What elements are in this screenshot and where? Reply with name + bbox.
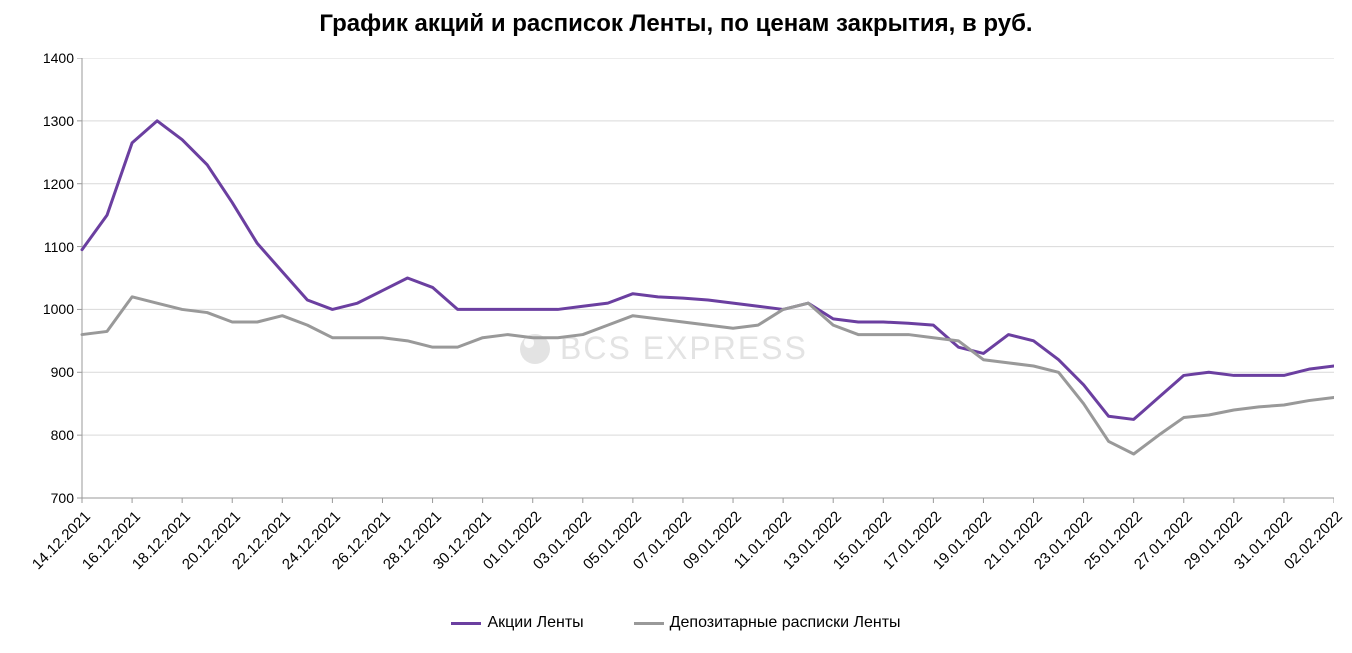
y-tick-label: 900	[51, 364, 74, 380]
chart-title: График акций и расписок Ленты, по ценам …	[0, 10, 1352, 38]
legend-item: Акции Ленты	[451, 614, 583, 632]
chart-container: График акций и расписок Ленты, по ценам …	[0, 0, 1352, 653]
y-tick-label: 1000	[43, 301, 74, 317]
plot-svg	[72, 58, 1334, 508]
legend-label: Акции Ленты	[487, 614, 583, 632]
y-tick-label: 800	[51, 427, 74, 443]
y-tick-label: 700	[51, 490, 74, 506]
legend: Акции Ленты Депозитарные расписки Ленты	[0, 614, 1352, 632]
y-tick-label: 1200	[43, 176, 74, 192]
plot-area: 7008009001000110012001300140014.12.20211…	[82, 58, 1334, 498]
y-tick-label: 1400	[43, 50, 74, 66]
legend-swatch	[451, 622, 481, 625]
y-tick-label: 1300	[43, 113, 74, 129]
legend-item: Депозитарные расписки Ленты	[634, 614, 901, 632]
legend-label: Депозитарные расписки Ленты	[670, 614, 901, 632]
legend-swatch	[634, 622, 664, 625]
y-tick-label: 1100	[44, 239, 74, 255]
